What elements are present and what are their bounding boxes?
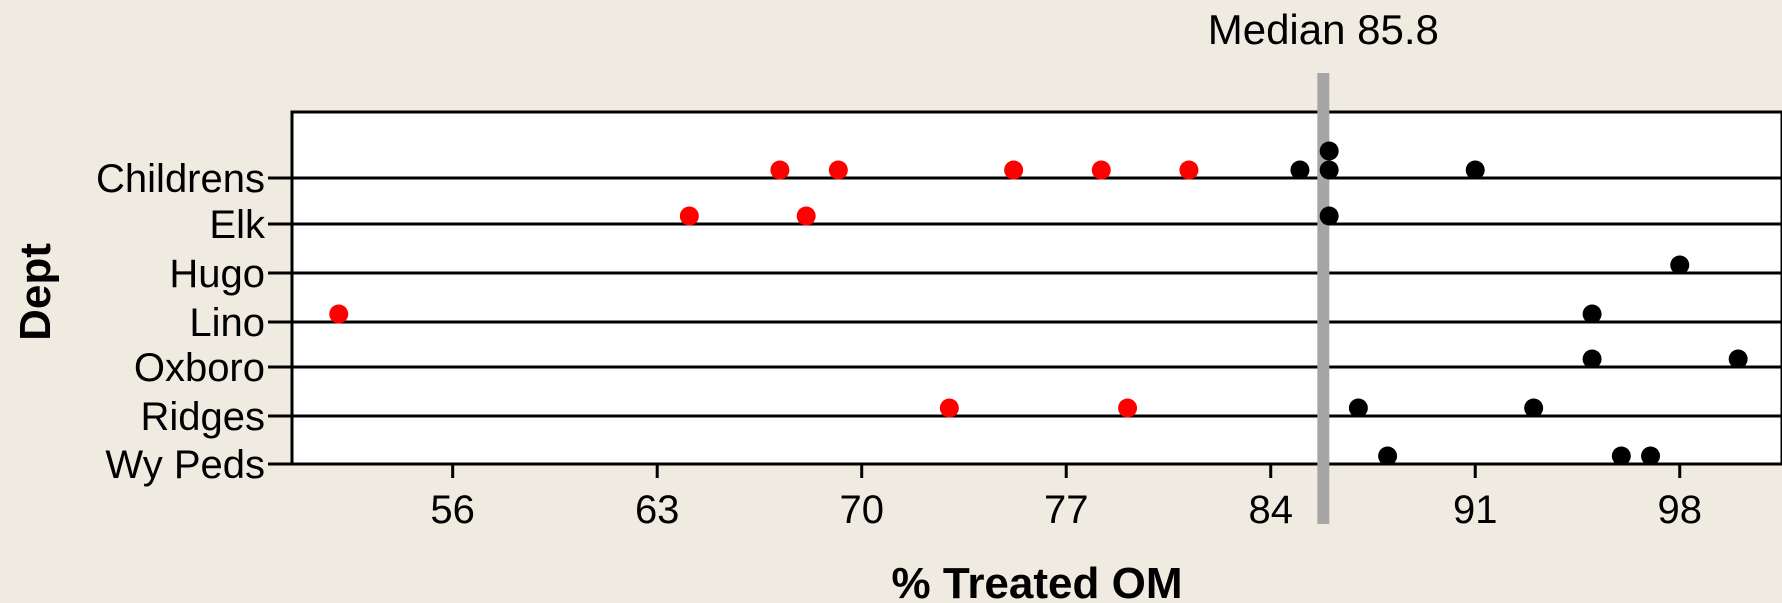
data-point [1319,141,1339,161]
y-tick-label: Lino [189,301,265,345]
x-tick-label: 56 [430,488,475,532]
y-tick-label: Elk [209,203,266,247]
data-point [1611,446,1631,466]
x-tick-label: 91 [1453,488,1498,532]
y-tick-label: Oxboro [134,346,265,390]
data-point [1524,398,1544,418]
data-points [329,141,1748,466]
data-point [1004,160,1024,180]
grid-lines [268,176,1782,466]
y-tick-label: Hugo [169,252,265,296]
y-tick-label: Ridges [140,395,265,439]
data-point [679,206,699,226]
data-point [1465,160,1485,180]
data-point [1378,446,1398,466]
data-point [796,206,816,226]
data-point [1670,255,1690,275]
data-point [1641,446,1661,466]
data-point [828,160,848,180]
data-point [1319,160,1339,180]
data-point [1348,398,1368,418]
data-point [1118,398,1138,418]
data-point [939,398,959,418]
data-point [1091,160,1111,180]
x-tick-label: 70 [839,488,884,532]
x-tick-label: 77 [1044,488,1089,532]
y-axis-title: Dept [11,243,60,341]
data-point [1582,304,1602,324]
y-tick-label: Wy Peds [105,443,265,487]
x-axis-ticks: 56 63 70 77 84 91 98 [430,464,1702,532]
data-point [1290,160,1310,180]
data-point [329,304,349,324]
x-tick-label: 63 [635,488,680,532]
median-label: Median 85.8 [1208,6,1439,53]
x-tick-label: 98 [1657,488,1702,532]
x-tick-label: 84 [1248,488,1293,532]
median-line [1317,73,1330,524]
x-axis-title: % Treated OM [892,559,1183,603]
data-point [1582,349,1602,369]
data-point [1319,206,1339,226]
plot-area [290,110,1782,466]
data-point [1179,160,1199,180]
y-tick-label: Childrens [96,157,265,201]
data-point [770,160,790,180]
data-point [1728,349,1748,369]
